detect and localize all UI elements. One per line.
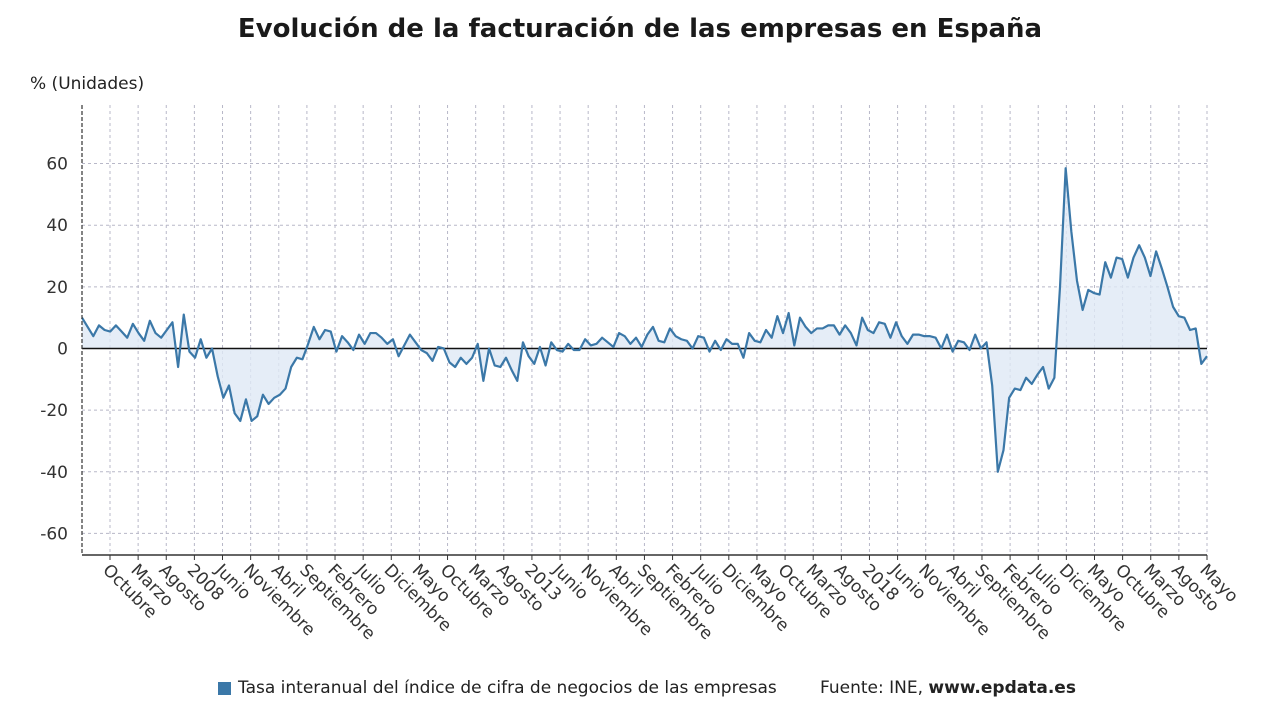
legend-label: Tasa interanual del índice de cifra de n… [238,678,777,698]
y-tick-label: 40 [46,216,68,236]
y-tick-label: 0 [57,339,68,359]
y-tick-label: -20 [40,401,68,421]
y-tick-label: 60 [46,155,68,175]
source-credit: Fuente: INE, www.epdata.es [820,678,1076,698]
y-tick-label: -60 [40,524,68,544]
footer: Tasa interanual del índice de cifra de n… [0,678,1280,702]
legend-swatch [218,681,231,695]
y-tick-label: 20 [46,278,68,298]
source-prefix: Fuente: INE, [820,678,929,698]
y-tick-label: -40 [40,463,68,483]
legend: Tasa interanual del índice de cifra de n… [218,678,777,698]
y-axis-label: % (Unidades) [30,74,145,94]
source-site[interactable]: www.epdata.es [928,678,1076,698]
chart-title: Evolución de la facturación de las empre… [237,14,1043,44]
series-line [81,167,1208,473]
